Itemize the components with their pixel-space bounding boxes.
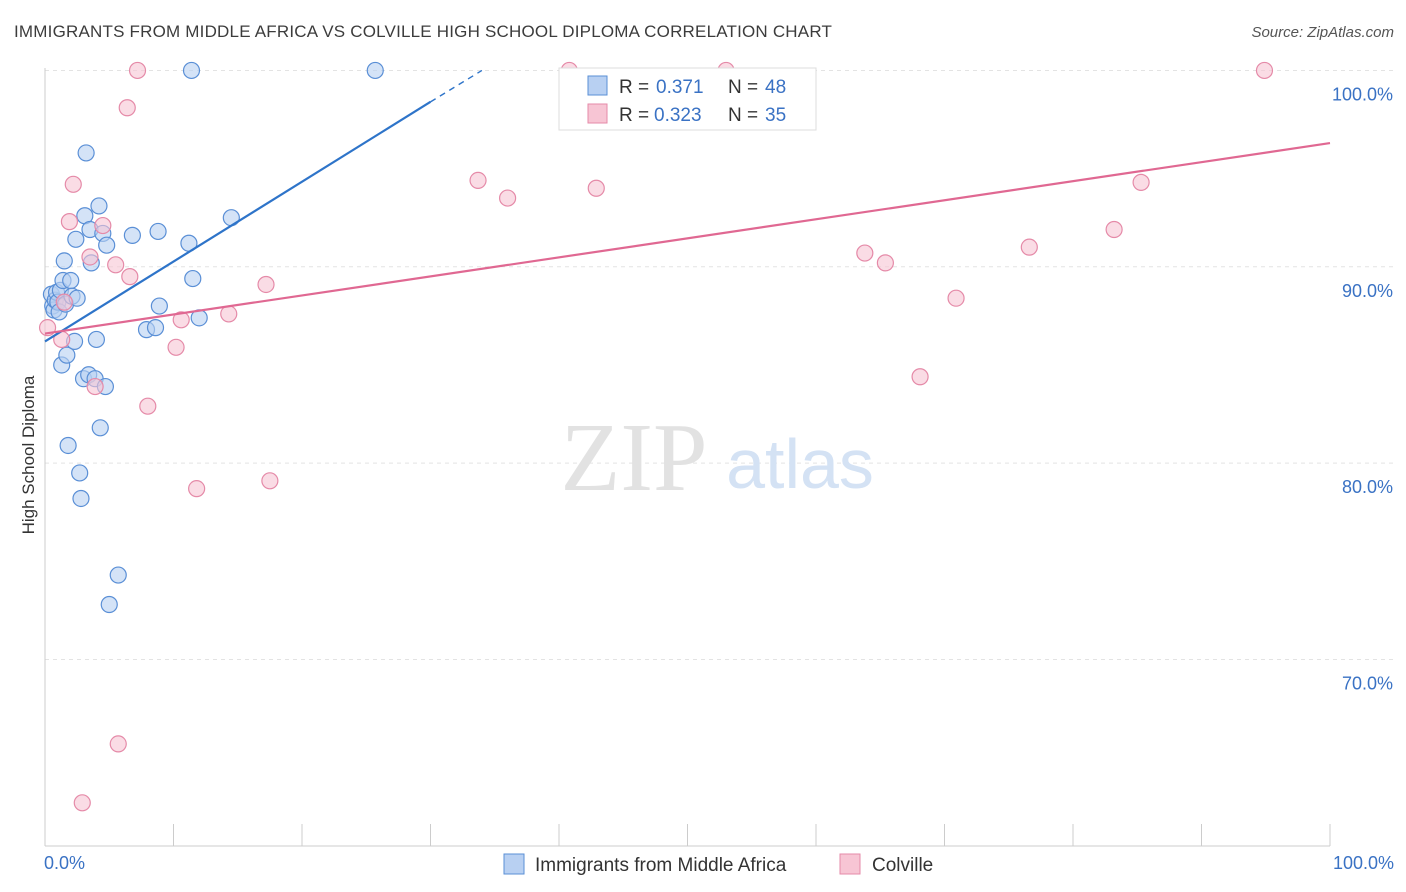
immigrants-point [87,330,106,349]
legend-r-label: R = [619,77,649,98]
colville-point [257,275,275,294]
colville-point [947,289,965,307]
immigrants-point [149,222,167,241]
correlation-legend: R = 0.371 N = 48 R = 0.323 N = 35 [558,67,817,131]
x-tick-label-max: 100.0% [1333,853,1394,873]
colville-point [856,244,874,262]
colville-point [121,268,139,286]
trend-line-colville [44,142,1331,335]
colville-point [188,480,206,498]
colville-point [220,305,238,323]
trend-lines [44,69,1331,343]
bottom-legend-label-immigrants: Immigrants from Middle Africa [535,855,787,876]
colville-point [167,338,185,356]
immigrants-point [59,436,77,455]
immigrants-point [146,319,165,337]
colville-point [911,368,929,386]
immigrants-point [77,144,95,162]
colville-point [587,179,605,197]
legend-n-value-pink: 35 [765,105,786,126]
colville-point [469,171,487,190]
colville-point [81,248,99,266]
colville-point [499,189,517,207]
colville-point [64,175,82,193]
immigrants-point [67,230,85,248]
immigrants-point [55,252,73,270]
watermark-zip: ZIP [561,404,708,512]
legend-r-label: R = [619,105,649,126]
colville-point [1105,220,1123,239]
immigrants-point [150,297,168,315]
immigrants-point [62,271,80,290]
colville-point [107,256,125,274]
colville-point [128,61,147,80]
colville-point [55,293,73,311]
axes [44,68,1331,847]
watermark: ZIP atlas [561,404,874,512]
immigrants-point [123,226,141,244]
immigrants-point [109,566,127,584]
immigrants-point [366,61,384,80]
series-immigrants-points [42,61,384,614]
y-tick-label: 70.0% [1342,673,1393,693]
immigrants-point [90,197,108,215]
legend-swatch-blue [587,75,608,96]
colville-point [94,216,112,235]
legend-swatch-pink [587,103,608,124]
colville-point [1020,238,1038,256]
bottom-legend-swatch-pink [839,853,861,875]
bottom-legend-swatch-blue [503,853,525,875]
x-tick-labels: 0.0% 100.0% [44,853,1394,873]
colville-point [1132,173,1150,191]
colville-point [60,213,79,231]
colville-point [86,377,104,396]
trend-line-immigrants [44,100,432,343]
legend-n-label: N = [728,77,758,98]
immigrants-point [100,595,118,614]
colville-point [261,472,279,490]
y-axis-title: High School Diploma [19,375,38,534]
source-credit: Source: ZipAtlas.com [1251,24,1394,41]
colville-point [1255,61,1274,80]
trend-line-immigrants-extension [430,69,483,103]
immigrants-point [91,419,109,437]
colville-point [876,254,894,272]
y-tick-label: 100.0% [1332,84,1393,104]
colville-point [172,311,190,329]
y-tick-label: 90.0% [1342,281,1393,301]
colville-point [109,735,127,753]
grid-lines [45,69,1393,660]
legend-r-value-blue: 0.371 [656,77,704,98]
chart-title: IMMIGRANTS FROM MIDDLE AFRICA VS COLVILL… [14,22,833,41]
y-tick-labels: 100.0% 90.0% 80.0% 70.0% [1332,84,1393,693]
bottom-legend-label-colville: Colville [872,855,933,876]
y-tick-label: 80.0% [1342,477,1393,497]
colville-point [118,99,136,117]
series-legend: Immigrants from Middle Africa Colville [503,853,933,876]
colville-point [73,794,91,812]
immigrants-point [58,346,76,364]
legend-r-value-pink: 0.323 [654,105,702,126]
immigrants-point [71,464,89,482]
watermark-atlas: atlas [726,425,874,503]
legend-n-value-blue: 48 [765,77,786,98]
immigrants-point [72,489,90,508]
colville-point [139,397,157,415]
immigrants-point [182,61,201,80]
immigrants-point [98,236,116,254]
legend-n-label: N = [728,105,758,126]
immigrants-point [184,269,202,288]
x-tick-label-min: 0.0% [44,853,85,873]
